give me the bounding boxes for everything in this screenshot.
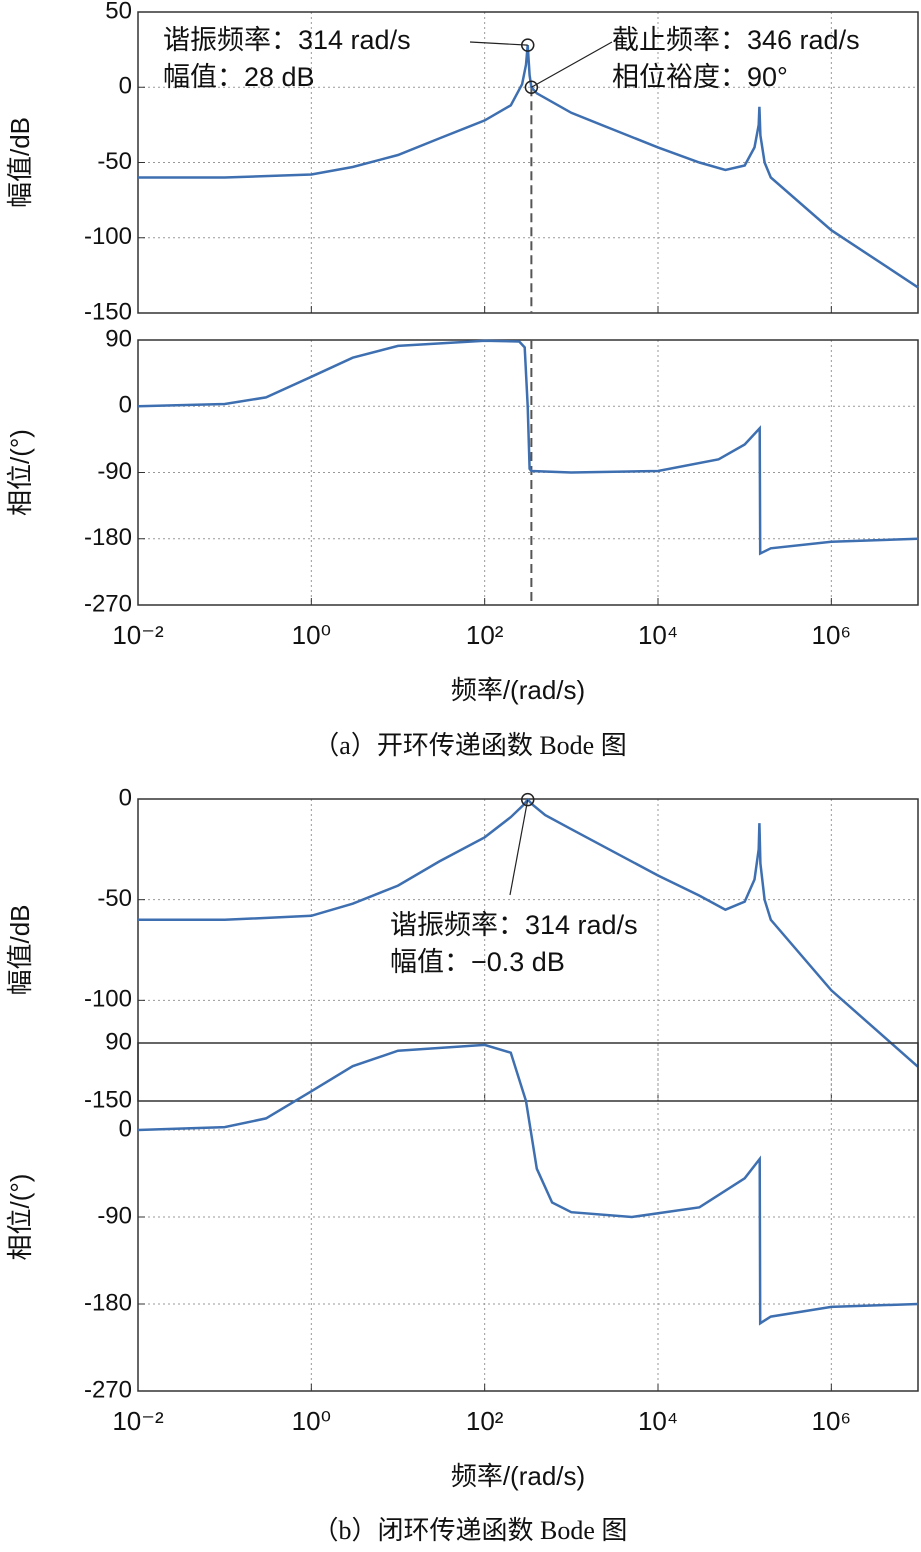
x-tick-label: 10² xyxy=(466,620,504,650)
y-tick-label: -270 xyxy=(84,1376,132,1403)
annotation-text: 截止频率：346 rad/s xyxy=(612,25,860,55)
caption: （a）开环传递函数 Bode 图 xyxy=(313,731,626,760)
y-axis-label: 幅值/dB xyxy=(5,117,35,208)
x-tick-label: 10⁶ xyxy=(812,620,852,650)
x-tick-label: 10⁰ xyxy=(292,1406,331,1436)
curve xyxy=(138,44,919,289)
annotation-text: 相位裕度：90° xyxy=(612,62,788,92)
y-tick-label: -180 xyxy=(84,1289,132,1316)
y-tick-label: 0 xyxy=(119,784,132,811)
y-tick-label: 90 xyxy=(105,1028,132,1055)
plot-frame xyxy=(137,11,919,314)
x-tick-label: 10⁻² xyxy=(112,620,164,650)
leader-line xyxy=(531,41,613,88)
annotation-marker xyxy=(524,80,539,94)
leader-line xyxy=(509,799,529,896)
x-tick-label: 10⁻² xyxy=(112,1406,164,1436)
y-tick-label: -270 xyxy=(84,590,132,617)
annotation-marker xyxy=(520,792,535,807)
plot-frame xyxy=(137,1042,919,1392)
annotation-text: 幅值：−0.3 dB xyxy=(390,947,565,977)
y-tick-label: -150 xyxy=(84,298,132,325)
curve xyxy=(138,797,919,1068)
x-tick-label: 10² xyxy=(466,1406,504,1436)
y-axis-label: 相位/(°) xyxy=(5,429,35,516)
y-tick-label: 0 xyxy=(119,1115,132,1142)
y-axis-label: 相位/(°) xyxy=(5,1174,35,1261)
y-tick-label: -90 xyxy=(97,1202,132,1229)
y-tick-label: -50 xyxy=(97,148,132,175)
annotation-marker xyxy=(520,38,535,52)
caption: （b）闭环传递函数 Bode 图 xyxy=(313,1516,628,1545)
y-tick-label: -90 xyxy=(97,458,132,485)
y-axis-label: 幅值/dB xyxy=(5,904,35,995)
x-axis-label: 频率/(rad/s) xyxy=(451,1461,585,1491)
annotation-text: 幅值：28 dB xyxy=(163,62,315,92)
x-tick-label: 10⁰ xyxy=(292,620,331,650)
x-tick-label: 10⁴ xyxy=(638,620,678,650)
curve xyxy=(137,1043,919,1326)
y-tick-label: 0 xyxy=(119,73,132,100)
x-tick-label: 10⁶ xyxy=(812,1406,852,1436)
annotation-text: 谐振频率：314 rad/s xyxy=(390,910,638,940)
y-tick-label: -50 xyxy=(97,885,132,912)
annotation-text: 谐振频率：314 rad/s xyxy=(163,25,411,55)
x-tick-label: 10⁴ xyxy=(638,1406,678,1436)
leader-line xyxy=(469,41,528,46)
x-axis-label: 频率/(rad/s) xyxy=(451,675,585,705)
y-tick-label: -100 xyxy=(84,986,132,1013)
y-tick-label: -150 xyxy=(84,1086,132,1113)
y-tick-label: -100 xyxy=(84,223,132,250)
y-tick-label: 50 xyxy=(105,0,132,24)
y-tick-label: 0 xyxy=(119,392,132,419)
y-tick-label: -180 xyxy=(84,524,132,551)
y-tick-label: 90 xyxy=(105,325,132,352)
plot-frame xyxy=(137,339,919,606)
curve xyxy=(137,339,919,556)
